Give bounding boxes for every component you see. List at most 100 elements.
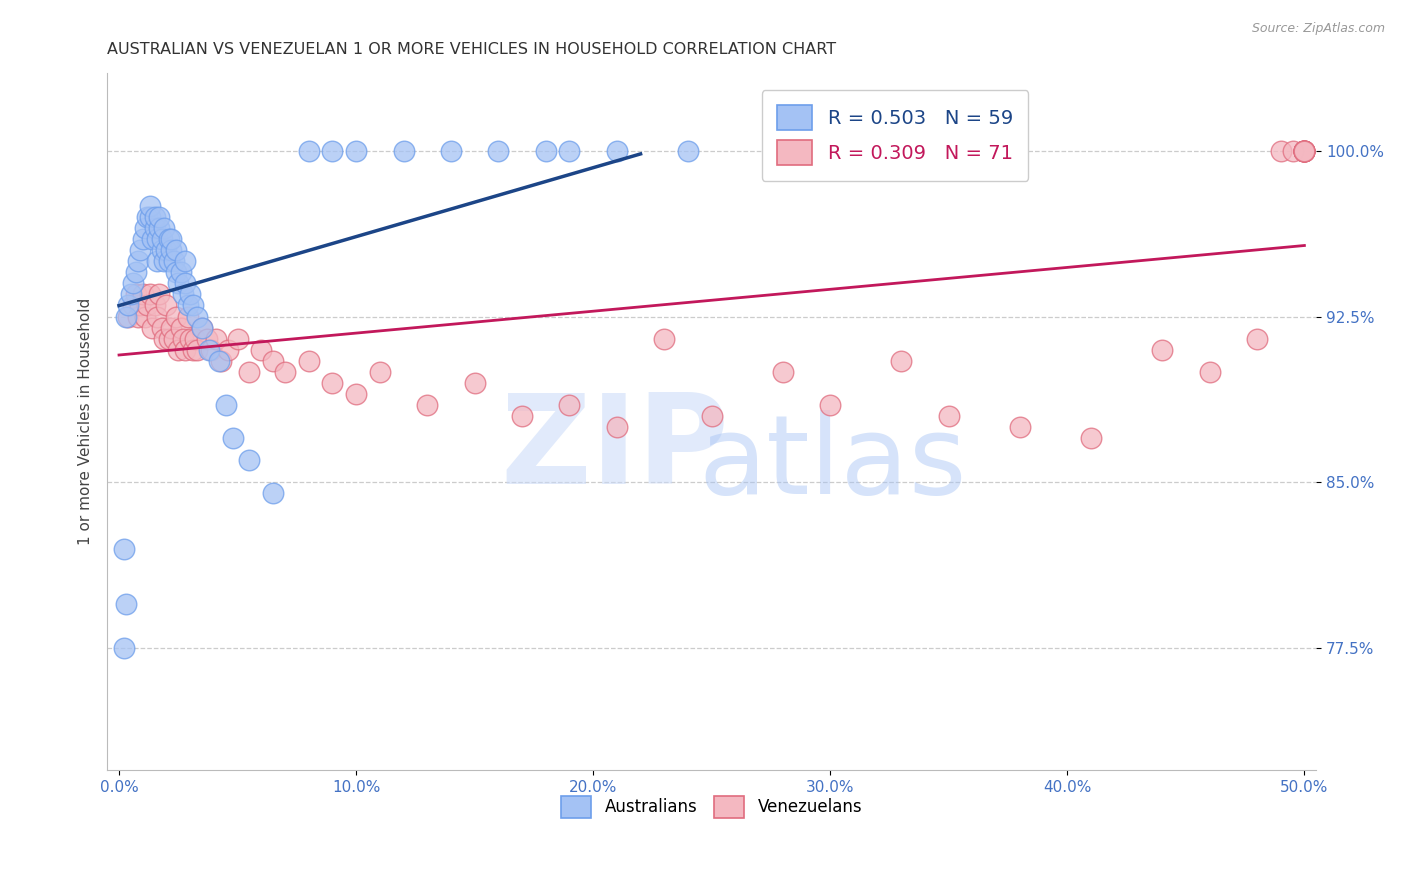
Point	[700, 409, 723, 423]
Point	[139, 210, 162, 224]
Point	[1294, 144, 1316, 158]
Point	[172, 332, 194, 346]
Point	[238, 453, 260, 467]
Point	[143, 221, 166, 235]
Point	[274, 365, 297, 379]
Point	[115, 310, 138, 324]
Point	[321, 376, 343, 390]
Point	[141, 232, 163, 246]
Point	[1294, 144, 1316, 158]
Point	[150, 243, 173, 257]
Point	[344, 144, 367, 158]
Point	[134, 221, 156, 235]
Point	[1294, 144, 1316, 158]
Point	[1246, 332, 1268, 346]
Point	[155, 243, 177, 257]
Point	[250, 343, 273, 357]
Point	[165, 243, 187, 257]
Point	[181, 298, 204, 312]
Point	[174, 277, 197, 291]
Point	[195, 332, 218, 346]
Point	[1294, 144, 1316, 158]
Point	[215, 398, 238, 412]
Point	[143, 298, 166, 312]
Point	[1294, 144, 1316, 158]
Point	[1008, 420, 1031, 434]
Point	[157, 254, 180, 268]
Point	[179, 287, 201, 301]
Point	[146, 310, 169, 324]
Point	[153, 332, 176, 346]
Point	[440, 144, 463, 158]
Point	[177, 298, 200, 312]
Point	[181, 343, 204, 357]
Point	[416, 398, 439, 412]
Point	[169, 320, 191, 334]
Y-axis label: 1 or more Vehicles in Household: 1 or more Vehicles in Household	[79, 298, 93, 545]
Point	[606, 420, 628, 434]
Point	[139, 287, 162, 301]
Point	[146, 232, 169, 246]
Point	[222, 431, 245, 445]
Point	[198, 343, 221, 357]
Point	[134, 310, 156, 324]
Point	[1281, 144, 1303, 158]
Point	[818, 398, 841, 412]
Point	[606, 144, 628, 158]
Point	[115, 597, 138, 611]
Point	[162, 332, 184, 346]
Point	[112, 641, 135, 656]
Point	[1294, 144, 1316, 158]
Point	[169, 265, 191, 279]
Point	[153, 221, 176, 235]
Point	[117, 310, 139, 324]
Point	[150, 320, 173, 334]
Point	[186, 310, 208, 324]
Point	[148, 221, 170, 235]
Point	[179, 332, 201, 346]
Point	[344, 387, 367, 401]
Point	[226, 332, 249, 346]
Point	[160, 243, 183, 257]
Point	[136, 298, 159, 312]
Point	[177, 310, 200, 324]
Point	[262, 486, 284, 500]
Point	[1080, 431, 1102, 445]
Point	[143, 210, 166, 224]
Point	[148, 210, 170, 224]
Point	[160, 232, 183, 246]
Point	[464, 376, 486, 390]
Point	[298, 353, 321, 368]
Point	[129, 298, 152, 312]
Point	[1198, 365, 1220, 379]
Point	[162, 254, 184, 268]
Point	[1270, 144, 1292, 158]
Point	[122, 277, 145, 291]
Point	[155, 298, 177, 312]
Point	[157, 232, 180, 246]
Point	[172, 287, 194, 301]
Point	[298, 144, 321, 158]
Point	[141, 320, 163, 334]
Point	[150, 232, 173, 246]
Point	[392, 144, 415, 158]
Point	[191, 320, 214, 334]
Point	[129, 243, 152, 257]
Point	[153, 254, 176, 268]
Point	[534, 144, 557, 158]
Point	[174, 254, 197, 268]
Point	[148, 287, 170, 301]
Point	[890, 353, 912, 368]
Text: AUSTRALIAN VS VENEZUELAN 1 OR MORE VEHICLES IN HOUSEHOLD CORRELATION CHART: AUSTRALIAN VS VENEZUELAN 1 OR MORE VEHIC…	[107, 42, 837, 57]
Point	[132, 232, 155, 246]
Point	[117, 298, 139, 312]
Point	[510, 409, 533, 423]
Point	[184, 332, 207, 346]
Point	[676, 144, 699, 158]
Point	[938, 144, 960, 158]
Point	[127, 254, 149, 268]
Point	[321, 144, 343, 158]
Point	[120, 287, 142, 301]
Point	[205, 332, 228, 346]
Point	[139, 199, 162, 213]
